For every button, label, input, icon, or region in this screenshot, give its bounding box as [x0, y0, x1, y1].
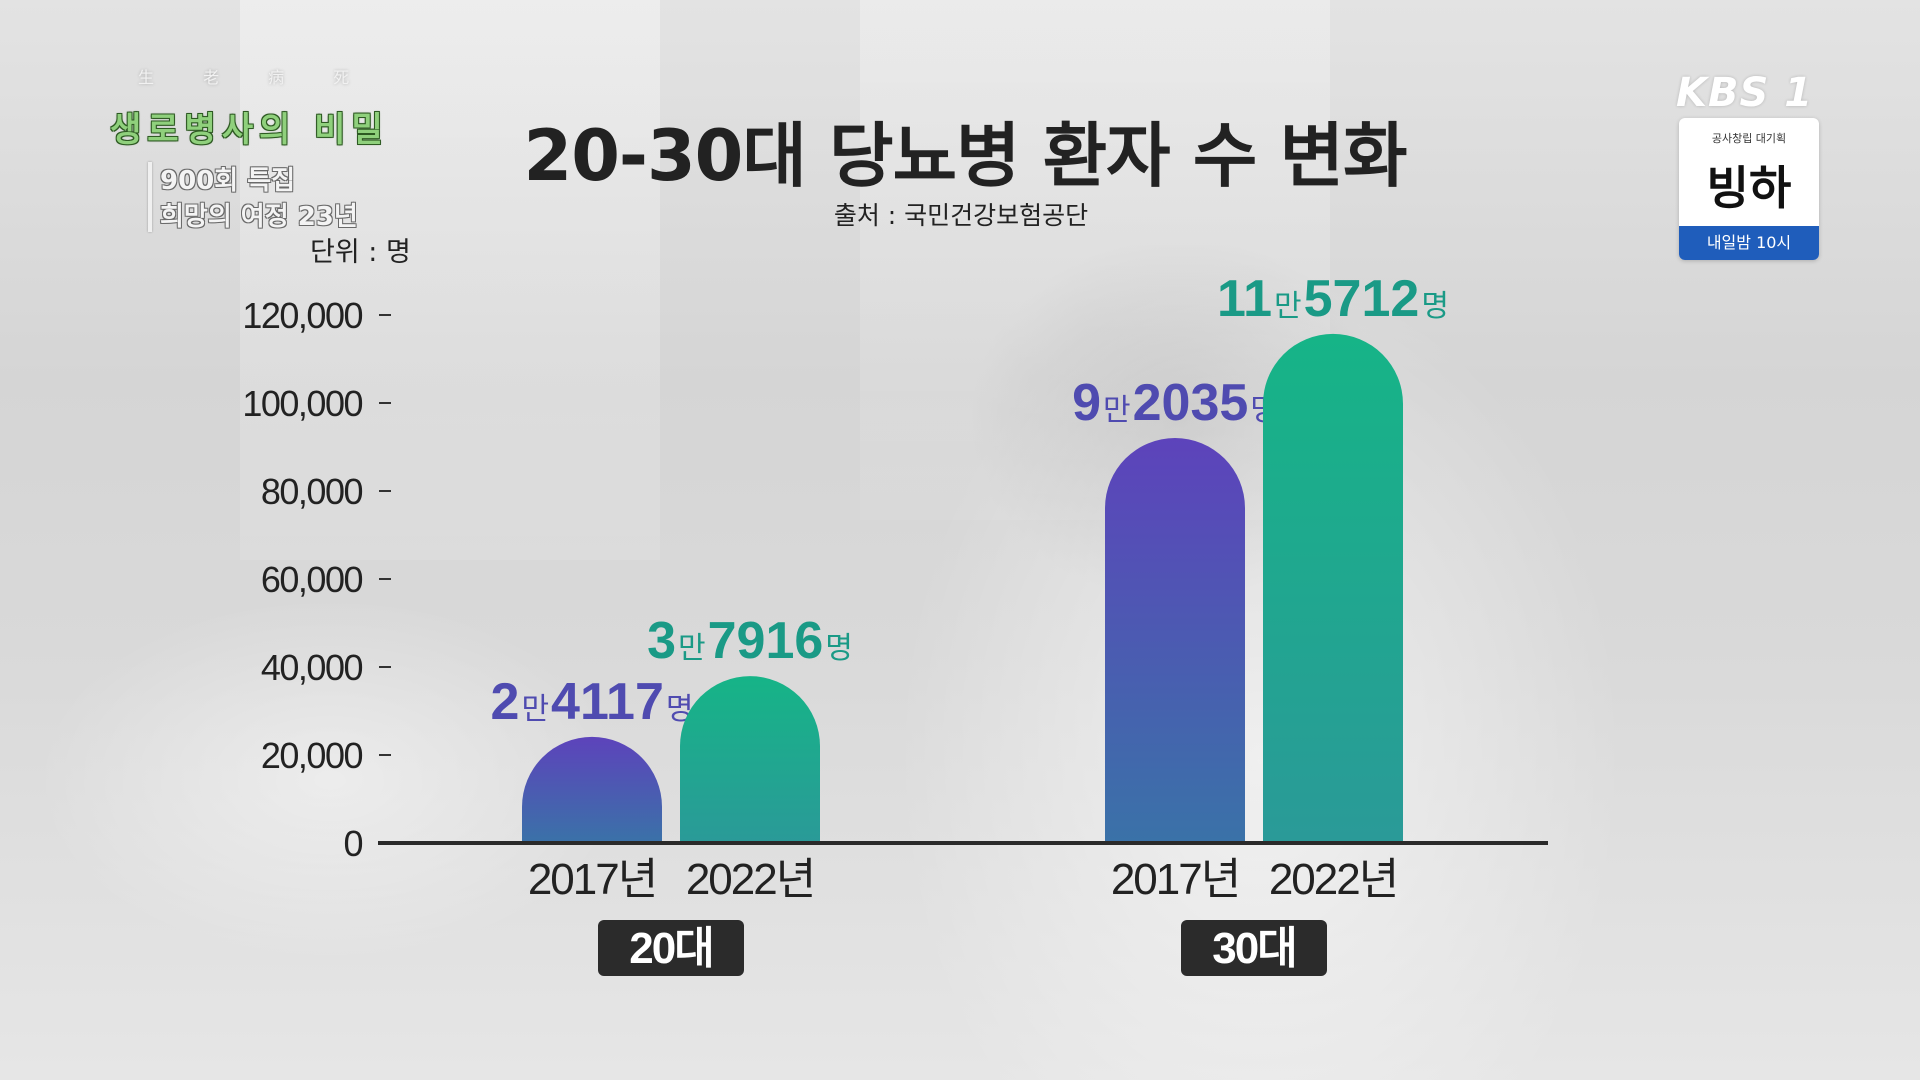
- y-tick-label: 40,000: [261, 647, 363, 688]
- bar: [1105, 438, 1245, 843]
- bar: [680, 676, 820, 843]
- program-episode: 900회 특집: [160, 166, 296, 196]
- promo-title: 빙하: [1706, 161, 1792, 215]
- promo-card: 공사창립 대기획 빙하 내일밤 10시: [1679, 118, 1819, 260]
- x-tick-label: 2022년: [1269, 855, 1397, 904]
- background-window: [860, 0, 1330, 520]
- unit-label: 단위 : 명: [310, 237, 411, 268]
- group-label-box: [1181, 920, 1327, 976]
- y-tick-label: 60,000: [261, 559, 363, 600]
- y-axis: 0 20,000 40,000 60,000 80,000 100,000 120,000: [242, 295, 391, 864]
- data-label: 11만5712명: [1217, 270, 1449, 328]
- background-window: [240, 0, 660, 560]
- program-subtitle: 희망의 여정 23년: [160, 202, 358, 232]
- promo-caption: 공사창립 대기획: [1711, 132, 1787, 145]
- data-label: 3만7916명: [647, 612, 853, 670]
- y-tick-label: 80,000: [261, 471, 363, 512]
- y-tick-label: 0: [343, 823, 362, 864]
- x-axis: 2017년 2022년 20대 2017년 2022년 30대: [528, 855, 1399, 976]
- group-label: 30대: [1212, 924, 1295, 973]
- data-label: 2만4117명: [491, 673, 694, 731]
- chart-title: 20-30대 당뇨병 환자 수 변화: [523, 115, 1408, 197]
- promo-time: 내일밤 10시: [1679, 226, 1819, 260]
- x-tick-label: 2017년: [528, 855, 656, 904]
- program-logo: 生 老 病 死 생로병사의 비밀 900회 특집 희망의 여정 23년: [108, 62, 448, 242]
- chart-source: 출처 : 국민건강보험공단: [833, 201, 1089, 230]
- group-label: 20대: [629, 924, 712, 973]
- x-tick-label: 2022년: [686, 855, 814, 904]
- x-tick-label: 2017년: [1111, 855, 1239, 904]
- y-tick-label: 120,000: [242, 295, 362, 336]
- kbs-logo: KBS 1: [1676, 70, 1814, 116]
- program-hanja: 生 老 病 死: [138, 68, 372, 87]
- program-title: 생로병사의 비밀: [110, 110, 389, 150]
- data-label: 9만2035명: [1072, 374, 1278, 432]
- kbs-badge: KBS 1 공사창립 대기획 빙하 내일밤 10시: [1676, 70, 1820, 262]
- y-tick-label: 100,000: [242, 383, 362, 424]
- bar: [1263, 333, 1403, 843]
- y-tick-label: 20,000: [261, 735, 363, 776]
- program-divider: [148, 162, 152, 232]
- group-label-box: [598, 920, 744, 976]
- bar: [522, 736, 662, 843]
